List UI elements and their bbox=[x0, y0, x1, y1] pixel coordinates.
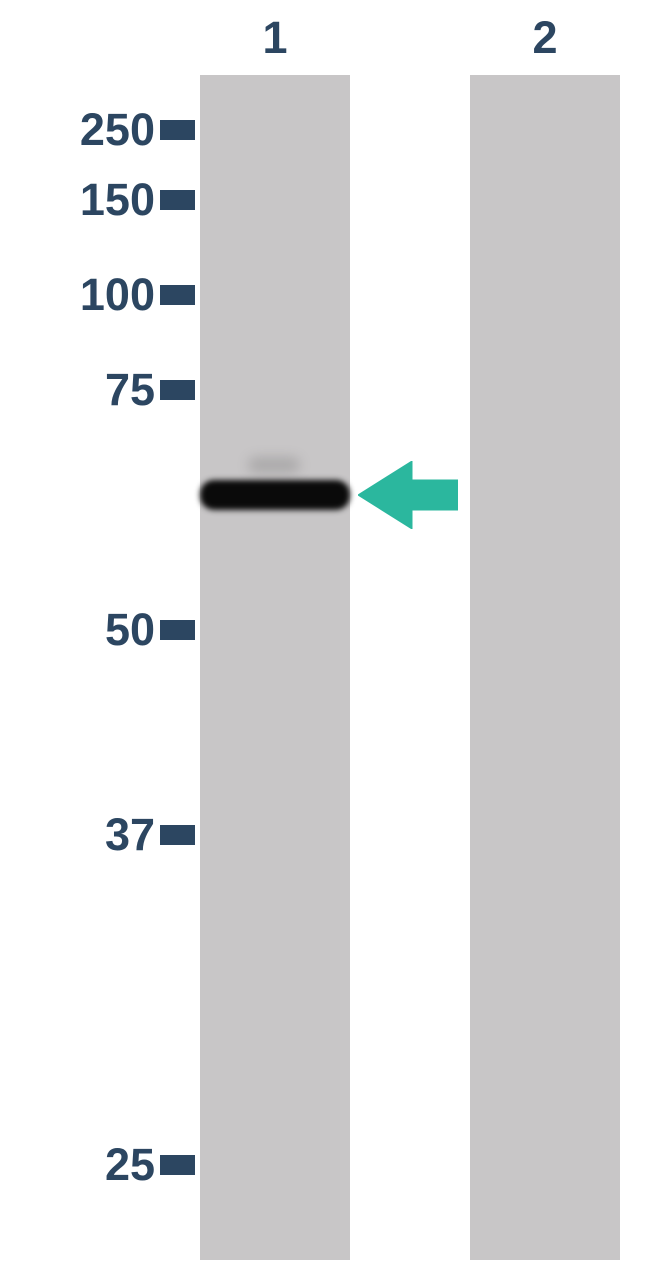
mw-dash-37 bbox=[160, 825, 195, 845]
lane-1-band-faint bbox=[248, 457, 300, 473]
lane-1-band-main bbox=[200, 480, 350, 510]
lane-1 bbox=[200, 75, 350, 1260]
lane-2 bbox=[470, 75, 620, 1260]
mw-label-50: 50 bbox=[40, 608, 155, 652]
mw-text: 150 bbox=[80, 174, 155, 226]
mw-text: 50 bbox=[105, 604, 155, 656]
mw-dash-100 bbox=[160, 285, 195, 305]
mw-text: 75 bbox=[105, 364, 155, 416]
mw-dash-75 bbox=[160, 380, 195, 400]
lane-1-header: 1 bbox=[200, 0, 350, 75]
mw-label-25: 25 bbox=[40, 1143, 155, 1187]
mw-label-150: 150 bbox=[40, 178, 155, 222]
mw-label-100: 100 bbox=[40, 273, 155, 317]
mw-text: 250 bbox=[80, 104, 155, 156]
lane-1-label: 1 bbox=[262, 12, 287, 64]
lane-2-header: 2 bbox=[470, 0, 620, 75]
mw-label-250: 250 bbox=[40, 108, 155, 152]
blot-figure: 1 2 250 150 100 75 50 37 25 bbox=[0, 0, 650, 1270]
mw-text: 37 bbox=[105, 809, 155, 861]
mw-dash-150 bbox=[160, 190, 195, 210]
mw-dash-250 bbox=[160, 120, 195, 140]
mw-dash-25 bbox=[160, 1155, 195, 1175]
mw-dash-50 bbox=[160, 620, 195, 640]
mw-text: 25 bbox=[105, 1139, 155, 1191]
mw-text: 100 bbox=[80, 269, 155, 321]
lane-2-label: 2 bbox=[532, 12, 557, 64]
mw-label-37: 37 bbox=[40, 813, 155, 857]
mw-label-75: 75 bbox=[40, 368, 155, 412]
band-arrow-icon bbox=[358, 461, 458, 529]
